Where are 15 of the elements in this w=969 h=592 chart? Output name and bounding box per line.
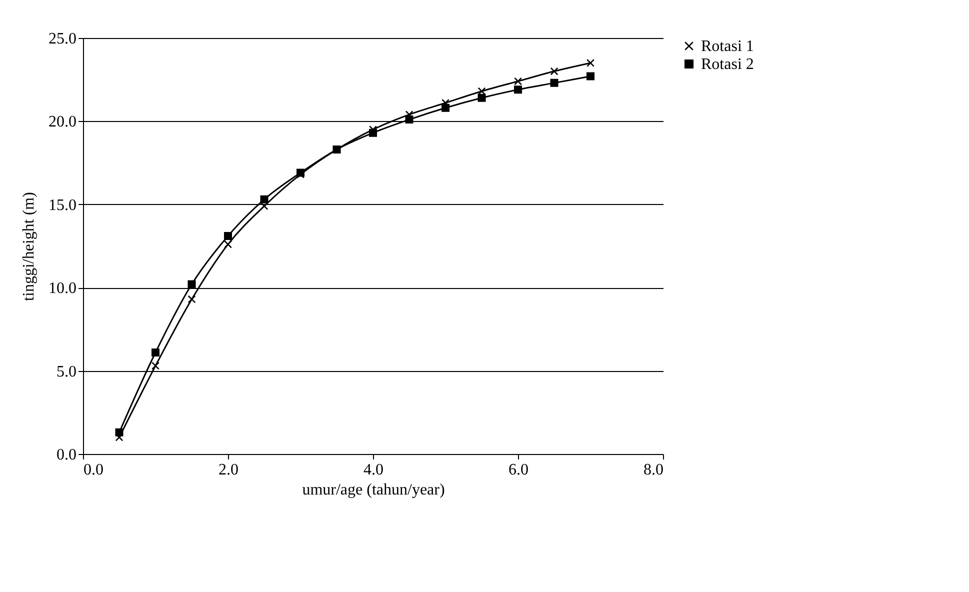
y-axis-title: tinggi/height (m) [20,192,38,301]
x-tick-label: 0.0 [84,462,104,478]
y-tick-label: 15.0 [48,196,76,214]
x-tick-label: 8.0 [644,462,664,478]
x-tick-label: 6.0 [508,462,528,478]
legend-label: Rotasi 1 [701,38,754,55]
legend-label: Rotasi 2 [701,56,754,73]
y-tick-label: 0.0 [56,446,76,464]
x-axis-title: umur/age (tahun/year) [302,482,445,498]
y-tick-label: 5.0 [56,363,76,380]
y-tick-label: 25.0 [48,30,76,48]
x-tick-label: 4.0 [364,462,384,478]
y-tick-label: 20.0 [48,114,76,131]
y-tick-label: 10.0 [48,280,76,298]
x-tick-label: 2.0 [218,462,238,478]
